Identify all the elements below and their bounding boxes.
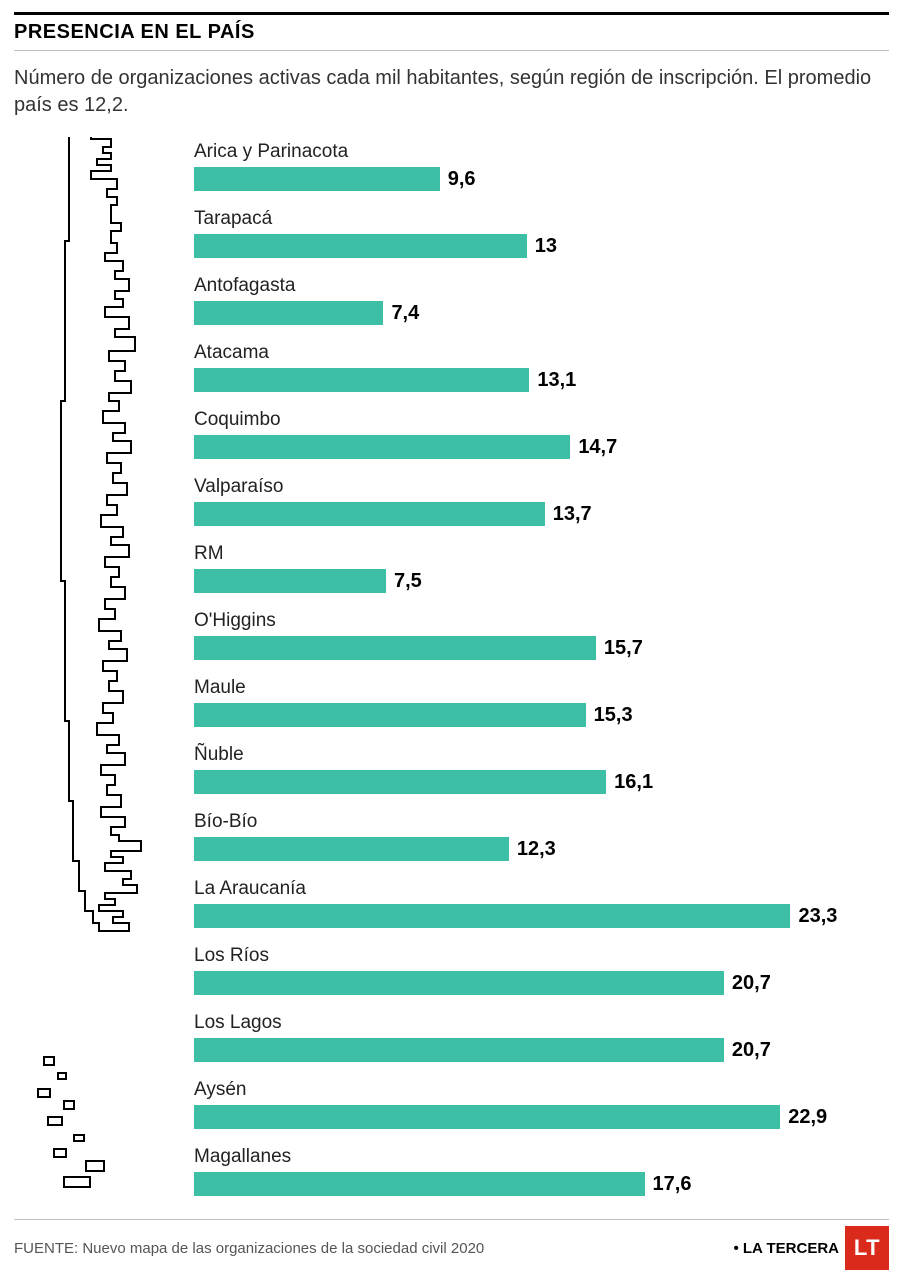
bar-row: Valparaíso 13,7 [194,476,889,526]
bar-value: 23,3 [798,905,837,928]
bar-label: Valparaíso [194,476,889,498]
bar-line: 12,3 [194,837,889,861]
bar-value: 13,1 [537,369,576,392]
bar-line: 15,3 [194,703,889,727]
bar-label: Magallanes [194,1146,889,1168]
bar-fill [194,167,440,191]
bars-container: Arica y Parinacota 9,6 Tarapacá 13 Antofagas… [194,137,889,1213]
bar-fill [194,904,790,928]
bar-fill [194,368,529,392]
bar-row: O'Higgins 15,7 [194,610,889,660]
bar-fill [194,569,386,593]
bar-row: RM 7,5 [194,543,889,593]
bar-row: Tarapacá 13 [194,208,889,258]
bar-line: 15,7 [194,636,889,660]
bar-label: Coquimbo [194,409,889,431]
bar-value: 15,7 [604,637,643,660]
bar-fill [194,770,606,794]
bar-line: 13 [194,234,889,258]
brand-text: • LA TERCERA [733,1240,839,1257]
content-row: Arica y Parinacota 9,6 Tarapacá 13 Antofagas… [14,137,889,1220]
footer: FUENTE: Nuevo mapa de las organizaciones… [14,1226,889,1270]
bar-value: 17,6 [653,1173,692,1196]
brand: • LA TERCERA LT [733,1226,889,1270]
bar-label: Bío-Bío [194,811,889,833]
bar-fill [194,636,596,660]
bar-value: 13,7 [553,503,592,526]
bar-fill [194,971,724,995]
chile-map [14,137,184,1207]
bar-line: 13,7 [194,502,889,526]
bar-value: 7,4 [391,302,419,325]
bar-label: Maule [194,677,889,699]
bar-value: 16,1 [614,771,653,794]
bar-line: 16,1 [194,770,889,794]
bar-line: 23,3 [194,904,889,928]
bar-fill [194,1038,724,1062]
bar-line: 20,7 [194,1038,889,1062]
bar-label: La Araucanía [194,878,889,900]
bar-label: Arica y Parinacota [194,141,889,163]
bar-value: 12,3 [517,838,556,861]
bar-row: Maule 15,3 [194,677,889,727]
bar-label: Tarapacá [194,208,889,230]
bar-value: 13 [535,235,557,258]
bar-label: Atacama [194,342,889,364]
bar-row: Arica y Parinacota 9,6 [194,141,889,191]
bar-fill [194,703,586,727]
bar-fill [194,301,383,325]
chart-subtitle: Número de organizaciones activas cada mi… [14,65,889,119]
bar-label: RM [194,543,889,565]
bar-row: Los Ríos 20,7 [194,945,889,995]
bar-value: 14,7 [578,436,617,459]
bar-value: 9,6 [448,168,476,191]
bar-row: Bío-Bío 12,3 [194,811,889,861]
bar-fill [194,1172,645,1196]
bar-value: 20,7 [732,972,771,995]
bar-row: Aysén 22,9 [194,1079,889,1129]
bar-row: La Araucanía 23,3 [194,878,889,928]
bar-value: 22,9 [788,1106,827,1129]
title-block: PRESENCIA EN EL PAÍS [14,12,889,51]
bar-label: Ñuble [194,744,889,766]
bar-fill [194,837,509,861]
bar-line: 14,7 [194,435,889,459]
source-text: FUENTE: Nuevo mapa de las organizaciones… [14,1240,484,1257]
brand-logo: LT [845,1226,889,1270]
bar-row: Ñuble 16,1 [194,744,889,794]
bar-fill [194,502,545,526]
bar-label: O'Higgins [194,610,889,632]
bar-line: 7,5 [194,569,889,593]
bar-fill [194,234,527,258]
bar-line: 9,6 [194,167,889,191]
bar-label: Aysén [194,1079,889,1101]
bar-row: Coquimbo 14,7 [194,409,889,459]
bar-value: 20,7 [732,1039,771,1062]
chart-title: PRESENCIA EN EL PAÍS [14,21,889,44]
bar-line: 13,1 [194,368,889,392]
bar-fill [194,435,570,459]
bar-value: 15,3 [594,704,633,727]
chile-map-svg [14,137,184,1207]
bar-fill [194,1105,780,1129]
bar-line: 22,9 [194,1105,889,1129]
bar-row: Antofagasta 7,4 [194,275,889,325]
bar-label: Los Ríos [194,945,889,967]
bar-row: Los Lagos 20,7 [194,1012,889,1062]
bar-row: Atacama 13,1 [194,342,889,392]
bar-value: 7,5 [394,570,422,593]
bar-line: 20,7 [194,971,889,995]
bar-label: Los Lagos [194,1012,889,1034]
bar-row: Magallanes 17,6 [194,1146,889,1196]
bar-line: 17,6 [194,1172,889,1196]
bar-label: Antofagasta [194,275,889,297]
bar-line: 7,4 [194,301,889,325]
